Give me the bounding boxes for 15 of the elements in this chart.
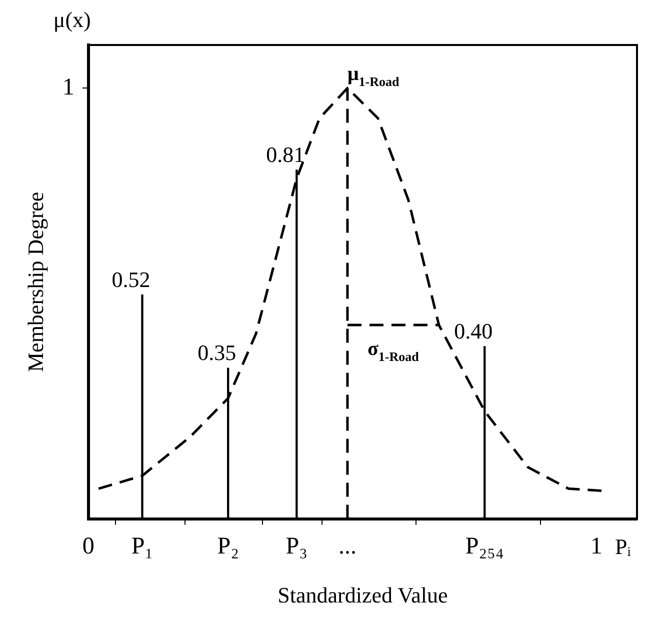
x-tick-label: 1 [590,533,602,560]
data-label: 0.52 [112,266,150,292]
x-tick-label: P₃ [286,533,308,560]
x-tick-label: P₂ [217,533,239,560]
text: Pᵢ [615,534,632,559]
data-label: 0.40 [454,318,493,344]
x-tick-label: 0 [82,533,94,560]
text: μ(x) [53,7,91,32]
x-tick-label: P₂₅₄ [465,533,504,560]
x-axis-title: Standardized Value [278,582,448,608]
y-axis-title: Membership Degree [22,192,48,372]
x-tick-label: ... [338,533,356,560]
data-label: 0.35 [198,340,236,366]
x-tick-label: P₁ [131,533,154,560]
data-label: 0.81 [266,142,305,167]
